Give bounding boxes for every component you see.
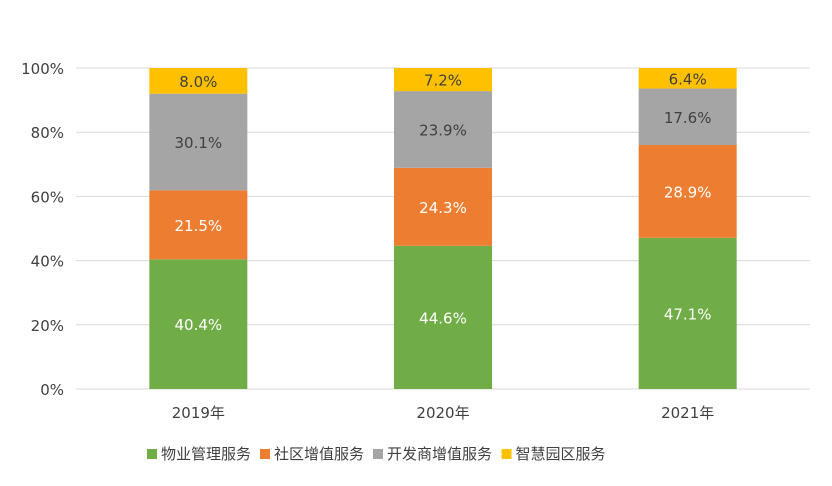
legend-swatch — [260, 449, 270, 459]
y-tick-label: 60% — [31, 188, 64, 206]
data-label: 28.9% — [664, 183, 712, 201]
data-label: 8.0% — [179, 73, 217, 91]
y-tick-label: 20% — [31, 317, 64, 335]
bar-segment — [394, 91, 492, 168]
data-label: 17.6% — [664, 109, 712, 127]
y-tick-label: 40% — [31, 253, 64, 271]
legend-swatch — [501, 449, 512, 459]
data-label: 47.1% — [664, 305, 712, 323]
bar-segment — [638, 145, 737, 238]
legend-label: 物业管理服务 — [161, 445, 251, 463]
legend-label: 社区增值服务 — [274, 445, 364, 463]
y-tick-label: 100% — [21, 60, 64, 78]
bar-segment — [149, 190, 248, 260]
data-label: 6.4% — [669, 70, 707, 88]
data-label: 23.9% — [419, 121, 467, 139]
y-tick-label: 80% — [31, 124, 64, 142]
data-label: 40.4% — [175, 316, 223, 334]
bar-segment — [638, 88, 737, 146]
bar-segment — [638, 237, 737, 389]
data-label: 24.3% — [419, 199, 467, 217]
legend-swatch — [373, 449, 383, 459]
bar-segment — [149, 93, 248, 191]
legend-swatch — [147, 449, 157, 459]
data-label: 7.2% — [424, 72, 462, 90]
bar-segment — [149, 259, 248, 389]
y-tick-label: 0% — [40, 381, 64, 399]
bar-segment — [394, 245, 492, 389]
data-label: 44.6% — [419, 309, 467, 327]
x-tick-label: 2021年 — [661, 404, 714, 422]
data-label: 21.5% — [175, 217, 223, 235]
legend-label: 开发商增值服务 — [387, 445, 492, 463]
legend-label: 智慧园区服务 — [516, 445, 606, 463]
x-tick-label: 2020年 — [416, 404, 469, 422]
bar-segment — [394, 68, 492, 92]
x-tick-label: 2019年 — [172, 404, 225, 422]
bar-segment — [149, 68, 248, 94]
bar-segment — [638, 68, 737, 89]
bar-segment — [394, 167, 492, 246]
data-label: 30.1% — [175, 134, 223, 152]
